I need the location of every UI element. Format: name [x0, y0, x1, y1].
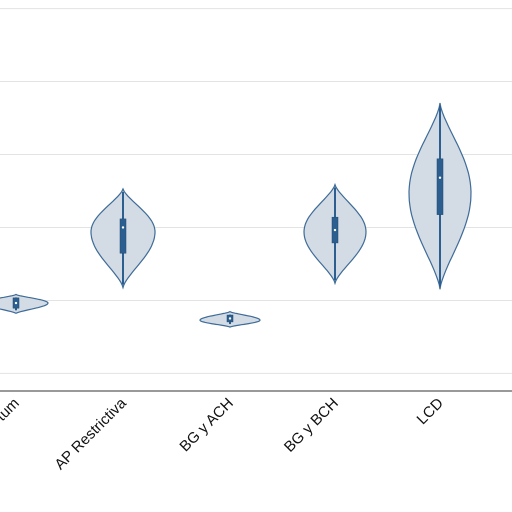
- violin-iqr-box-4: [436, 158, 444, 215]
- violin-median-3: [333, 228, 337, 232]
- violin-median-0: [14, 301, 18, 305]
- violins: [0, 102, 472, 328]
- x-tick-label-3: BG y BCH: [281, 395, 342, 456]
- x-tick-label-4: LCD: [414, 395, 447, 428]
- violin-iqr-box-1: [119, 218, 127, 254]
- violin-0: [0, 293, 49, 314]
- violin-median-4: [438, 176, 442, 179]
- violin-median-1: [121, 226, 125, 229]
- x-tick-label-0: tum: [0, 395, 23, 425]
- violin-median-2: [228, 317, 232, 320]
- gridlines: [0, 8, 512, 374]
- x-tick-label-1: AP Restrictiva: [51, 394, 130, 473]
- x-tick-label-2: BG y ACH: [176, 395, 236, 455]
